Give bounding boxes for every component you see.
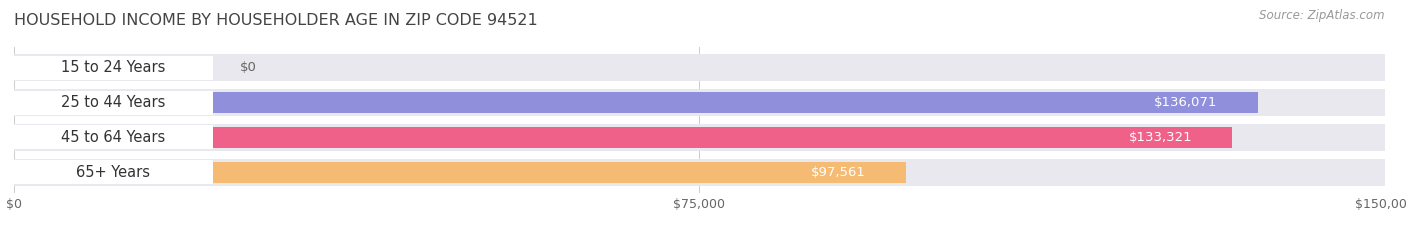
Bar [14,162,905,183]
Bar [3,56,212,79]
Text: $136,071: $136,071 [1154,96,1218,109]
Bar [14,89,1385,116]
Bar [3,161,212,184]
Text: $97,561: $97,561 [810,166,865,179]
Bar [14,159,1385,186]
Text: 25 to 44 Years: 25 to 44 Years [62,95,166,110]
Text: 45 to 64 Years: 45 to 64 Years [62,130,166,145]
Bar [14,54,1385,81]
Bar [3,91,212,114]
Bar [14,127,1233,148]
Text: 65+ Years: 65+ Years [76,165,150,180]
Text: $133,321: $133,321 [1129,131,1192,144]
Bar [14,92,1257,113]
Bar [3,126,212,149]
Bar [14,124,1385,151]
Text: HOUSEHOLD INCOME BY HOUSEHOLDER AGE IN ZIP CODE 94521: HOUSEHOLD INCOME BY HOUSEHOLDER AGE IN Z… [14,13,538,27]
Text: $0: $0 [240,61,257,74]
Text: Source: ZipAtlas.com: Source: ZipAtlas.com [1260,9,1385,22]
Text: 15 to 24 Years: 15 to 24 Years [62,60,166,75]
